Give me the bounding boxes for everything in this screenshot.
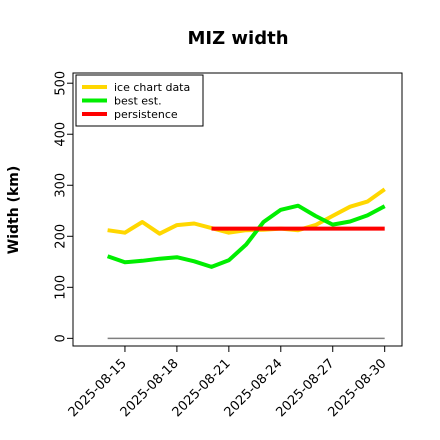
y-tick-label: 100 (54, 275, 69, 300)
chart-title: MIZ width (187, 28, 288, 49)
y-tick-label: 200 (54, 224, 69, 249)
y-axis-label: Width (km) (6, 166, 22, 255)
plot-area (106, 187, 386, 340)
plot-frame (72, 72, 403, 347)
y-tick-label: 0 (54, 334, 69, 342)
legend-label: best est. (114, 95, 162, 108)
y-tick-label: 300 (54, 173, 69, 198)
y-tick-label: 500 (54, 71, 69, 96)
series-line-best-est- (106, 203, 386, 269)
legend-label: persistence (114, 108, 178, 121)
y-tick-label: 400 (54, 122, 69, 147)
legend-label: ice chart data (114, 81, 190, 94)
